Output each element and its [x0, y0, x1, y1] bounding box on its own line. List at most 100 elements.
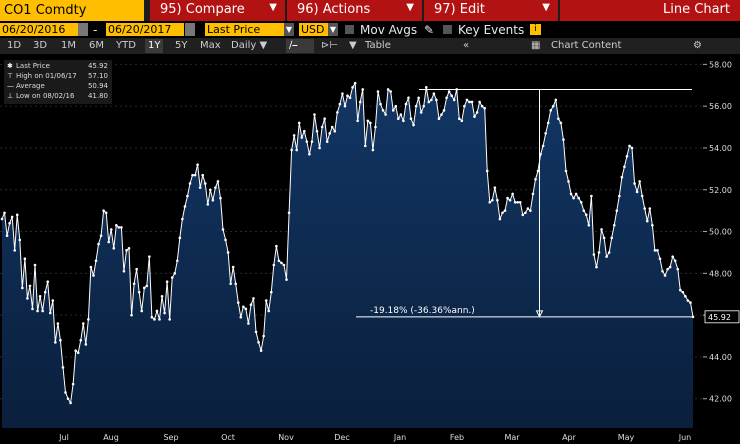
range-button-1d[interactable]: 1D: [7, 40, 22, 51]
currency-select[interactable]: USD: [299, 23, 329, 36]
price-point: [450, 94, 453, 98]
end-date-field[interactable]: 06/20/2017: [106, 23, 184, 36]
price-point: [475, 111, 479, 114]
price-point: [577, 196, 580, 200]
price-point: [691, 315, 695, 319]
range-button-6m[interactable]: 6M: [89, 40, 104, 51]
chevron-down-icon[interactable]: ▼: [349, 40, 357, 51]
price-point: [211, 198, 215, 202]
calendar-icon[interactable]: [78, 23, 88, 36]
price-point: [564, 169, 568, 173]
ticker-field[interactable]: CO1 Comdty: [0, 0, 144, 22]
price-point: [247, 322, 250, 325]
price-point: [445, 96, 448, 100]
price-point: [531, 192, 535, 196]
price-point: [557, 117, 560, 120]
field-select[interactable]: Last Price: [205, 23, 284, 36]
price-point: [460, 119, 464, 123]
price-point: [115, 223, 118, 227]
mov-avgs-label: Mov Avgs: [360, 23, 418, 37]
price-point: [191, 173, 194, 177]
price-point: [653, 249, 657, 252]
info-icon[interactable]: i: [530, 24, 541, 35]
chart-content-button[interactable]: Chart Content: [551, 40, 622, 51]
price-point: [524, 211, 527, 215]
price-point: [257, 341, 260, 344]
price-point: [132, 282, 136, 286]
price-point: [478, 100, 481, 104]
mov-avgs-checkbox[interactable]: [345, 25, 354, 34]
compare-label: 95) Compare: [160, 2, 245, 17]
price-point: [87, 318, 90, 321]
collapse-icon[interactable]: «: [463, 40, 470, 51]
price-point: [219, 196, 222, 200]
price-point: [120, 226, 123, 229]
chart-content-icon[interactable]: ▦: [531, 40, 541, 51]
line-chart-icon[interactable]: ∕⎯: [286, 39, 314, 53]
range-button-1y[interactable]: 1Y: [145, 39, 164, 53]
price-point: [549, 109, 553, 112]
range-button-3d[interactable]: 3D: [33, 40, 48, 51]
price-point: [666, 267, 669, 271]
range-button-ytd[interactable]: YTD: [116, 40, 136, 51]
pencil-icon[interactable]: ✎: [424, 23, 435, 37]
price-point: [112, 246, 116, 250]
price-point: [297, 121, 301, 125]
price-point: [559, 121, 563, 125]
edit-menu[interactable]: 97) Edit ▼: [424, 0, 558, 21]
chevron-down-icon[interactable]: ▼: [284, 23, 294, 36]
price-point: [607, 251, 611, 254]
price-point: [201, 173, 204, 177]
price-point: [658, 257, 662, 261]
price-point: [399, 113, 403, 116]
price-point: [226, 251, 230, 254]
crosshair-icon[interactable]: ⊳⊢: [321, 40, 339, 51]
range-button-max[interactable]: Max: [200, 40, 221, 51]
price-point: [109, 228, 113, 231]
legend-last-label: Last Price: [16, 62, 50, 70]
start-date-field[interactable]: 06/20/2016: [0, 23, 78, 36]
price-point: [81, 322, 85, 325]
price-point: [551, 104, 555, 108]
price-point: [623, 165, 626, 169]
range-button-5y[interactable]: 5Y: [175, 40, 188, 51]
price-point: [587, 223, 591, 227]
ticker-text: CO1 Comdty: [4, 3, 87, 18]
period-select[interactable]: Daily ▼: [231, 40, 268, 51]
price-point: [264, 299, 268, 302]
price-point: [104, 211, 108, 215]
gear-icon[interactable]: ⚙: [693, 40, 702, 51]
actions-menu[interactable]: 96) Actions ▼: [287, 0, 422, 21]
low-marker-icon: ⊥: [7, 92, 14, 100]
price-point: [361, 88, 365, 91]
price-point: [648, 207, 652, 210]
price-point: [689, 301, 692, 304]
price-point: [442, 109, 446, 112]
chevron-down-icon[interactable]: ▼: [328, 23, 338, 36]
price-point: [600, 228, 603, 231]
price-point: [386, 88, 390, 91]
price-point: [142, 286, 146, 290]
x-tick-label: Feb: [450, 433, 464, 442]
price-point: [643, 207, 647, 210]
price-point: [74, 349, 77, 352]
price-point: [389, 90, 392, 93]
price-point: [221, 228, 225, 231]
table-button[interactable]: Table: [365, 40, 391, 51]
price-point: [254, 330, 258, 334]
last-price-box: [704, 310, 740, 324]
price-point: [402, 119, 405, 123]
price-point: [582, 209, 586, 212]
price-point: [668, 265, 672, 269]
y-tick-label: 42.00: [709, 395, 732, 404]
price-point: [231, 265, 235, 269]
price-point: [97, 242, 100, 246]
price-point: [503, 209, 507, 212]
key-events-checkbox[interactable]: [443, 25, 452, 34]
price-point: [358, 100, 362, 104]
calendar-icon[interactable]: [185, 23, 195, 36]
x-axis-panel: [0, 428, 703, 444]
compare-menu[interactable]: 95) Compare ▼: [150, 0, 285, 21]
range-button-1m[interactable]: 1M: [61, 40, 76, 51]
price-point: [214, 186, 217, 189]
